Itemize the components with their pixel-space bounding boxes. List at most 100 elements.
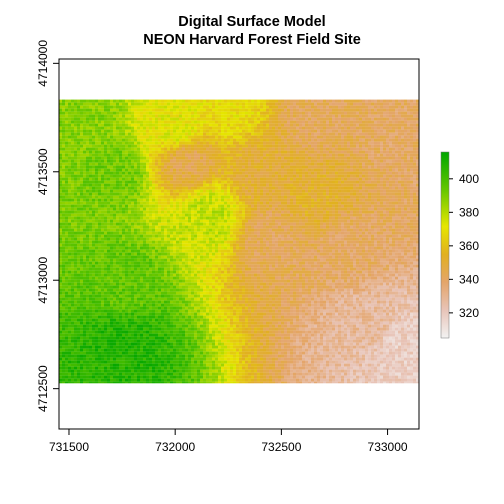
raster-cell (116, 198, 119, 202)
raster-cell (119, 189, 122, 193)
raster-cell (230, 189, 233, 193)
raster-cell (314, 129, 317, 133)
raster-cell (338, 147, 341, 151)
raster-cell (314, 189, 317, 193)
raster-cell (107, 165, 110, 169)
raster-cell (86, 120, 89, 124)
raster-cell (272, 144, 275, 148)
raster-cell (158, 222, 161, 226)
raster-cell (323, 165, 326, 169)
raster-cell (68, 108, 71, 112)
raster-cell (92, 141, 95, 145)
raster-cell (401, 117, 404, 121)
raster-cell (173, 213, 176, 217)
raster-cell (185, 102, 188, 106)
raster-cell (194, 210, 197, 214)
raster-cell (164, 99, 167, 103)
raster-cell (359, 189, 362, 193)
raster-cell (194, 195, 197, 199)
raster-cell (182, 222, 185, 226)
raster-cell (215, 156, 218, 160)
raster-cell (218, 168, 221, 172)
raster-cell (221, 156, 224, 160)
raster-cell (299, 108, 302, 112)
raster-cell (236, 168, 239, 172)
raster-cell (284, 192, 287, 196)
raster-cell (311, 135, 314, 139)
raster-cell (290, 189, 293, 193)
raster-cell (248, 111, 251, 115)
raster-cell (155, 222, 158, 226)
raster-cell (167, 198, 170, 202)
raster-cell (218, 150, 221, 154)
raster-cell (374, 165, 377, 169)
raster-cell (365, 159, 368, 163)
raster-cell (317, 150, 320, 154)
raster-cell (134, 216, 137, 220)
raster-cell (125, 141, 128, 145)
raster-cell (155, 216, 158, 220)
raster-cell (68, 150, 71, 154)
raster-cell (149, 117, 152, 121)
raster-cell (248, 99, 251, 103)
raster-cell (314, 171, 317, 175)
raster-cell (302, 183, 305, 187)
raster-cell (209, 117, 212, 121)
raster-cell (242, 216, 245, 220)
raster-cell (299, 204, 302, 208)
raster-cell (377, 180, 380, 184)
raster-cell (281, 165, 284, 169)
raster-cell (89, 180, 92, 184)
raster-cell (176, 156, 179, 160)
raster-cell (353, 174, 356, 178)
raster-cell (224, 177, 227, 181)
raster-cell (347, 171, 350, 175)
raster-cell (119, 165, 122, 169)
raster-cell (131, 111, 134, 115)
raster-cell (119, 147, 122, 151)
raster-cell (272, 153, 275, 157)
raster-cell (107, 147, 110, 151)
raster-cell (323, 174, 326, 178)
raster-cell (110, 147, 113, 151)
raster-cell (326, 153, 329, 157)
raster-cell (203, 102, 206, 106)
raster-cell (89, 147, 92, 151)
raster-cell (167, 183, 170, 187)
raster-cell (386, 210, 389, 214)
raster-cell (413, 198, 416, 202)
raster-cell (401, 132, 404, 136)
raster-cell (395, 183, 398, 187)
raster-cell (92, 147, 95, 151)
raster-cell (158, 171, 161, 175)
raster-cell (338, 105, 341, 109)
raster-cell (335, 123, 338, 127)
raster-cell (131, 156, 134, 160)
raster-cell (137, 186, 140, 190)
raster-cell (404, 123, 407, 127)
raster-cell (146, 186, 149, 190)
raster-cell (62, 153, 65, 157)
raster-cell (317, 216, 320, 220)
raster-cell (194, 222, 197, 226)
raster-cell (371, 123, 374, 127)
raster-cell (386, 171, 389, 175)
raster-cell (128, 174, 131, 178)
raster-cell (128, 120, 131, 124)
raster-cell (179, 126, 182, 130)
raster-cell (227, 216, 230, 220)
raster-cell (275, 117, 278, 121)
raster-cell (239, 219, 242, 223)
raster-cell (386, 129, 389, 133)
raster-cell (341, 183, 344, 187)
raster-cell (395, 114, 398, 118)
raster-cell (104, 201, 107, 205)
raster-cell (209, 147, 212, 151)
raster-cell (392, 186, 395, 190)
raster-cell (227, 123, 230, 127)
raster-cell (308, 204, 311, 208)
raster-cell (290, 204, 293, 208)
raster-cell (320, 177, 323, 181)
raster-cell (65, 126, 68, 130)
raster-cell (62, 102, 65, 106)
